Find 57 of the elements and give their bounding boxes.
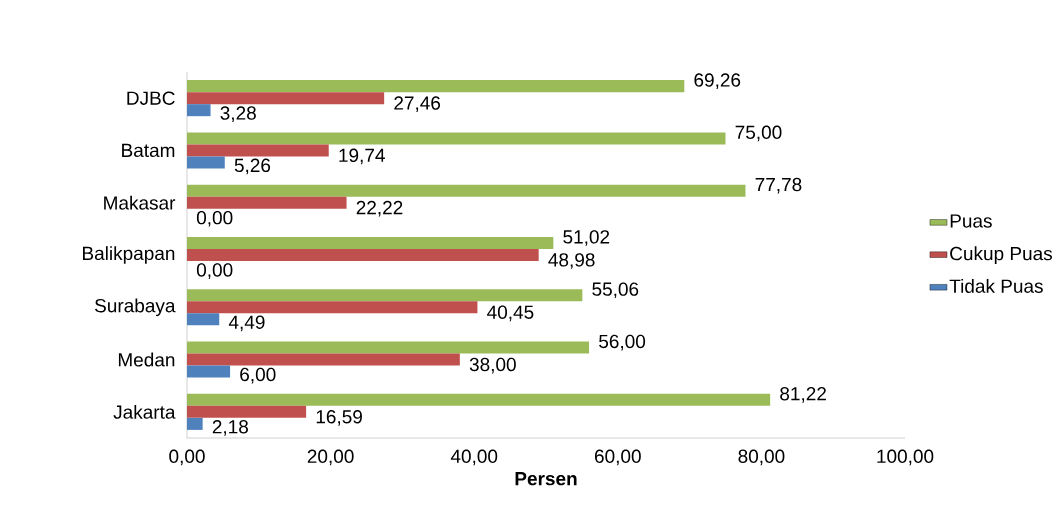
data-label: 5,26 [234,158,271,175]
bar [187,184,746,197]
data-label: 75,00 [735,125,782,142]
data-label: 0,00 [196,210,233,227]
data-label: 4,49 [228,315,265,332]
bar [187,393,771,406]
bar [187,301,478,314]
y-tick-label: Balikpapan [83,246,175,264]
y-tick-label: Surabaya [95,298,176,317]
x-tick-label: 80,00 [738,449,785,466]
bar [187,417,203,430]
data-label: 77,78 [755,177,802,194]
data-label: 48,98 [548,253,595,269]
legend-label: Puas [950,214,992,228]
x-tick-label: 60,00 [594,449,641,466]
bar [187,365,231,378]
y-tick-label: Batam [122,143,175,158]
x-tick-label: 0,00 [169,449,205,466]
bar [187,289,583,302]
data-label: 6,00 [240,367,276,384]
data-label: 3,28 [220,106,256,123]
x-tick-label: 100,00 [877,449,934,466]
y-tick-label: Jakarta [113,404,176,419]
bar [187,405,307,418]
bar [187,248,539,262]
data-label: 51,02 [563,230,610,246]
data-label: 81,22 [780,386,826,403]
data-label: 16,59 [316,410,362,426]
y-tick-label: Makasar [104,195,176,210]
bar [187,313,220,326]
x-tick-label: 20,00 [307,449,354,466]
legend-label: Cukup Puas [950,246,1053,265]
bar [187,156,225,169]
x-axis-title: Persen [515,472,577,486]
data-label: 22,22 [356,200,403,217]
data-label: 19,74 [339,148,385,165]
data-label: 40,45 [487,305,534,322]
bar [187,132,726,145]
data-label: 27,46 [394,96,441,112]
data-label: 0,00 [196,263,233,279]
bar [187,236,554,249]
bar [187,80,685,93]
legend-label: Tidak Puas [949,278,1043,293]
data-label: 2,18 [212,420,248,436]
bar [187,353,460,366]
bar [187,341,590,354]
bar [187,92,385,105]
bar [187,144,329,157]
data-label: 56,00 [599,334,646,351]
bar [187,196,347,209]
y-tick-label: Medan [118,352,175,367]
bar [187,104,211,117]
y-tick-label: DJBC [127,91,175,105]
data-label: 55,06 [592,282,639,299]
x-tick-label: 40,00 [450,449,498,466]
data-label: 69,26 [694,73,741,89]
data-label: 38,00 [469,357,516,374]
